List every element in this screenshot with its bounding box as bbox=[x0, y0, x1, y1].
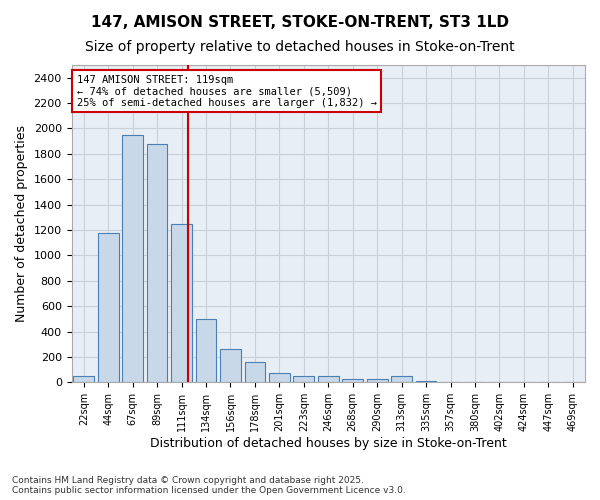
Text: Size of property relative to detached houses in Stoke-on-Trent: Size of property relative to detached ho… bbox=[85, 40, 515, 54]
Bar bbox=[343, 378, 363, 382]
Bar bbox=[220, 350, 241, 382]
Bar bbox=[293, 376, 314, 382]
Text: 147 AMISON STREET: 119sqm
← 74% of detached houses are smaller (5,509)
25% of se: 147 AMISON STREET: 119sqm ← 74% of detac… bbox=[77, 74, 377, 108]
Y-axis label: Number of detached properties: Number of detached properties bbox=[15, 125, 28, 322]
Bar bbox=[98, 233, 119, 382]
Text: Contains HM Land Registry data © Crown copyright and database right 2025.
Contai: Contains HM Land Registry data © Crown c… bbox=[12, 476, 406, 495]
Bar bbox=[171, 224, 192, 382]
Bar bbox=[269, 373, 290, 382]
Bar bbox=[147, 144, 167, 382]
Bar bbox=[416, 381, 436, 382]
X-axis label: Distribution of detached houses by size in Stoke-on-Trent: Distribution of detached houses by size … bbox=[150, 437, 506, 450]
Bar bbox=[367, 378, 388, 382]
Bar bbox=[245, 362, 265, 382]
Bar bbox=[318, 376, 338, 382]
Text: 147, AMISON STREET, STOKE-ON-TRENT, ST3 1LD: 147, AMISON STREET, STOKE-ON-TRENT, ST3 … bbox=[91, 15, 509, 30]
Bar bbox=[196, 319, 217, 382]
Bar bbox=[391, 376, 412, 382]
Bar bbox=[122, 135, 143, 382]
Bar bbox=[73, 376, 94, 382]
